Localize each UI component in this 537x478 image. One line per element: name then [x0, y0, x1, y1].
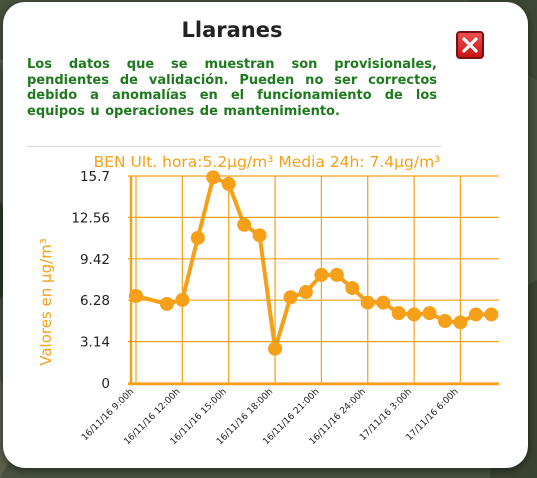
chart-y-tick-label: 9.42 — [80, 252, 110, 268]
chart-data-point[interactable] — [484, 307, 499, 322]
chart-title: BEN Ult. hora:5.2µg/m³ Media 24h: 7.4µg/… — [94, 153, 441, 171]
chart-data-point[interactable] — [298, 285, 313, 300]
provisional-data-notice: Los datos que se muestran son provisiona… — [27, 57, 437, 119]
chart-data-point[interactable] — [206, 170, 221, 185]
divider — [27, 146, 441, 147]
chart-data-point[interactable] — [221, 176, 236, 191]
chart-data-point[interactable] — [237, 217, 252, 232]
chart-data-point[interactable] — [283, 290, 298, 305]
station-popup: Llaranes Los datos que se muestran son p… — [3, 2, 528, 468]
chart-y-tick-label: 3.14 — [80, 335, 110, 351]
chart-data-point[interactable] — [391, 306, 406, 321]
close-button[interactable] — [456, 31, 484, 59]
chart-data-point[interactable] — [438, 314, 452, 329]
chart-y-tick-label: 15.7 — [80, 169, 110, 185]
chart-x-tick-label: 17/11/16 6:00h — [405, 387, 461, 443]
chart-data-point[interactable] — [345, 281, 360, 296]
chart-data-point[interactable] — [190, 230, 205, 245]
chart-data-point[interactable] — [360, 295, 375, 310]
chart-data-point[interactable] — [407, 307, 422, 322]
chart-data-point[interactable] — [314, 267, 329, 282]
chart-data-point[interactable] — [376, 295, 391, 310]
chart-data-point[interactable] — [175, 292, 190, 307]
chart-y-tick-label: 6.28 — [80, 293, 110, 309]
chart-y-axis-label: Valores en µg/m³ — [37, 238, 55, 366]
chart-y-tick-label: 12.56 — [71, 210, 110, 226]
chart-y-tick-label: 0 — [101, 376, 110, 392]
chart-data-point[interactable] — [468, 307, 483, 322]
chart-data-point[interactable] — [268, 341, 283, 356]
station-title: Llaranes — [181, 18, 283, 42]
pollutant-chart: BEN Ult. hora:5.2µg/m³ Media 24h: 7.4µg/… — [37, 153, 499, 447]
chart-data-point[interactable] — [453, 315, 468, 330]
chart-series-line — [135, 175, 492, 351]
chart-data-point[interactable] — [129, 288, 143, 303]
close-x-icon — [462, 37, 478, 53]
chart-data-point[interactable] — [422, 306, 437, 321]
chart-data-point[interactable] — [252, 228, 267, 243]
chart-data-point[interactable] — [329, 267, 344, 282]
chart-data-point[interactable] — [159, 296, 174, 311]
